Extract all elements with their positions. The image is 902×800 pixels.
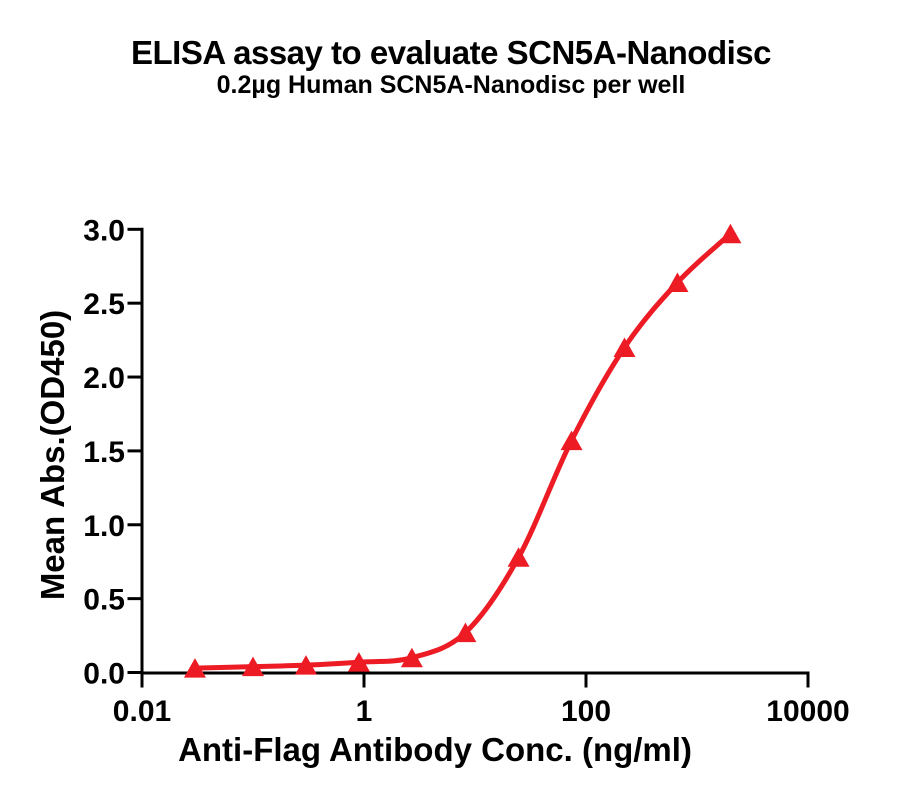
y-tick-label: 2.0 bbox=[83, 362, 125, 395]
y-tick-label: 1.5 bbox=[83, 436, 125, 469]
x-tick-label: 10000 bbox=[766, 695, 849, 728]
data-point-marker bbox=[454, 622, 477, 643]
y-tick-label: 0.0 bbox=[83, 658, 125, 691]
data-point-marker bbox=[242, 656, 264, 677]
x-tick-label: 1 bbox=[356, 695, 373, 728]
data-point-marker bbox=[183, 658, 206, 678]
chart-subtitle: 0.2µg Human SCN5A-Nanodisc per well bbox=[216, 71, 686, 99]
data-point-marker bbox=[400, 647, 423, 668]
y-tick-label: 3.0 bbox=[83, 214, 125, 247]
data-point-marker bbox=[294, 655, 317, 675]
x-axis-title: Anti-Flag Antibody Conc. (ng/ml) bbox=[178, 731, 692, 768]
y-tick-label: 2.5 bbox=[83, 288, 125, 321]
y-tick-label: 1.0 bbox=[83, 510, 125, 543]
data-point-marker bbox=[347, 652, 370, 672]
fit-curve bbox=[192, 231, 733, 671]
x-tick-label: 0.01 bbox=[113, 695, 171, 728]
chart-title: ELISA assay to evaluate SCN5A-Nanodisc bbox=[130, 34, 772, 71]
data-point-marker bbox=[719, 223, 742, 244]
data-point-marker bbox=[560, 430, 583, 451]
y-axis-title: Mean Abs.(OD450) bbox=[34, 309, 71, 601]
data-point-marker bbox=[507, 547, 530, 567]
x-tick-label: 100 bbox=[561, 695, 611, 728]
data-point-marker bbox=[666, 272, 689, 292]
y-tick-label: 0.5 bbox=[83, 584, 125, 617]
data-point-marker bbox=[613, 337, 636, 357]
